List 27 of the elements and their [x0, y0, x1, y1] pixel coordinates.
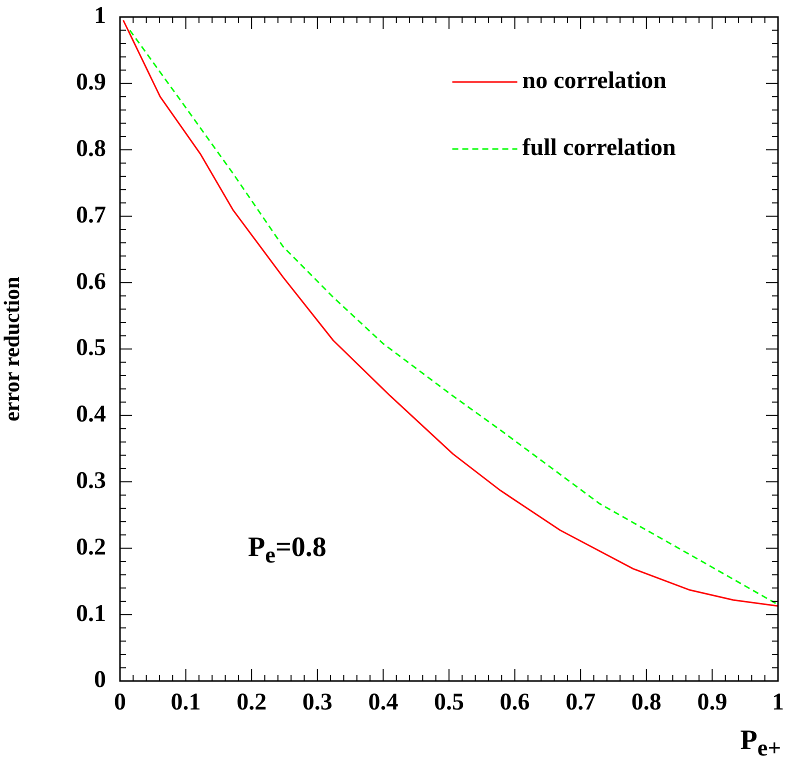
- x-tick-label: 0.5: [434, 690, 464, 716]
- y-tick-label: 0.6: [76, 268, 106, 295]
- y-tick-label: 0.4: [76, 402, 106, 428]
- x-tick-label: 0.2: [236, 690, 267, 716]
- x-tick-label: 0.8: [631, 690, 662, 716]
- x-axis-title: P$_{e+}$: [740, 725, 781, 763]
- y-tick-label: 0: [94, 667, 106, 694]
- legend-label: full correlation: [522, 135, 676, 162]
- x-tick-label: 0.6: [500, 690, 530, 716]
- x-tick-label: 0.9: [697, 690, 728, 716]
- x-tick-label: 0: [114, 690, 126, 716]
- y-tick-label: 0.5: [76, 335, 106, 362]
- x-tick-label: 1: [772, 690, 784, 716]
- x-tick-label: 0.7: [566, 690, 596, 716]
- x-tick-label: 0.3: [302, 690, 332, 716]
- y-tick-label: 0.3: [76, 468, 106, 494]
- y-tick-label: 0.9: [76, 70, 106, 96]
- y-tick-label: 0.8: [76, 136, 106, 162]
- annotation: P$_{e}$=0.8: [248, 532, 326, 570]
- y-axis-title: error reduction: [0, 276, 24, 422]
- y-tick-label: 0.2: [76, 534, 106, 560]
- x-tick-label: 0.1: [170, 690, 201, 716]
- x-tick-label: 0.4: [368, 690, 398, 716]
- y-tick-label: 1: [94, 3, 106, 30]
- y-tick-label: 0.1: [76, 600, 106, 627]
- y-tick-label: 0.7: [76, 202, 106, 228]
- legend-label: no correlation: [522, 68, 666, 94]
